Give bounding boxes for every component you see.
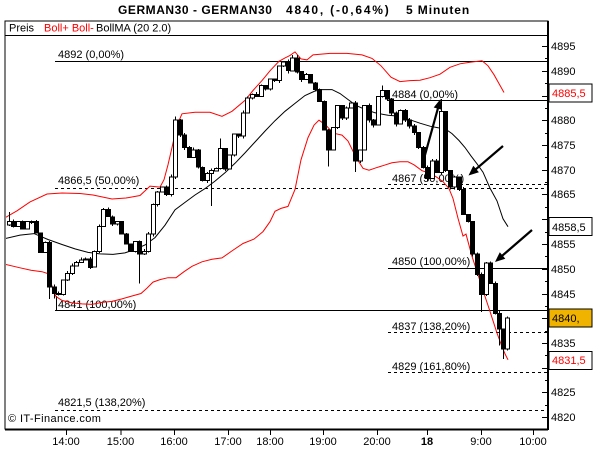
svg-text:© IT-Finance.com: © IT-Finance.com (8, 413, 101, 425)
svg-text:4866,5 (50,00%): 4866,5 (50,00%) (58, 175, 139, 187)
svg-text:4895: 4895 (551, 41, 575, 53)
svg-text:17:00: 17:00 (214, 436, 242, 448)
svg-text:14:00: 14:00 (52, 436, 80, 448)
svg-text:19:00: 19:00 (309, 436, 337, 448)
svg-text:4850: 4850 (551, 264, 575, 276)
svg-text:15:00: 15:00 (107, 436, 135, 448)
svg-text:4831,5: 4831,5 (552, 355, 586, 367)
svg-text:4845: 4845 (551, 289, 575, 301)
svg-text:4835: 4835 (551, 338, 575, 350)
svg-text:16:00: 16:00 (160, 436, 188, 448)
svg-text:4825: 4825 (551, 387, 575, 399)
svg-text:4884 (0,00%): 4884 (0,00%) (392, 89, 458, 101)
svg-text:4840, (-0,64%): 4840, (-0,64%) (286, 3, 391, 17)
svg-text:10:00: 10:00 (519, 436, 547, 448)
svg-text:4890: 4890 (551, 66, 575, 78)
svg-text:4820: 4820 (551, 412, 575, 424)
svg-text:18: 18 (421, 436, 433, 448)
svg-text:5 Minuten: 5 Minuten (406, 3, 470, 17)
svg-text:4837 (138,20%): 4837 (138,20%) (392, 321, 470, 333)
svg-text:4865: 4865 (551, 189, 575, 201)
svg-text:GERMAN30 - GERMAN30: GERMAN30 - GERMAN30 (118, 3, 272, 17)
svg-text:4885,5: 4885,5 (552, 88, 586, 100)
svg-text:9:00: 9:00 (470, 436, 491, 448)
svg-text:4875: 4875 (551, 140, 575, 152)
svg-text:20:00: 20:00 (363, 436, 391, 448)
svg-text:4850 (100,00%): 4850 (100,00%) (392, 256, 470, 268)
svg-text:4880: 4880 (551, 115, 575, 127)
svg-text:4855: 4855 (551, 239, 575, 251)
svg-text:18:00: 18:00 (256, 436, 284, 448)
svg-text:4840,: 4840, (552, 313, 580, 325)
svg-text:4841 (100,00%): 4841 (100,00%) (58, 299, 136, 311)
svg-text:4821,5 (138,20%): 4821,5 (138,20%) (58, 397, 145, 409)
svg-text:4858,5: 4858,5 (552, 222, 586, 234)
svg-text:BollMA (20 2.0): BollMA (20 2.0) (96, 23, 171, 35)
svg-text:4892 (0,00%): 4892 (0,00%) (58, 49, 124, 61)
svg-text:Preis: Preis (9, 23, 35, 35)
svg-text:4870: 4870 (551, 165, 575, 177)
svg-text:Boll+ Boll-: Boll+ Boll- (44, 23, 94, 35)
svg-text:4829 (161,80%): 4829 (161,80%) (392, 361, 470, 373)
